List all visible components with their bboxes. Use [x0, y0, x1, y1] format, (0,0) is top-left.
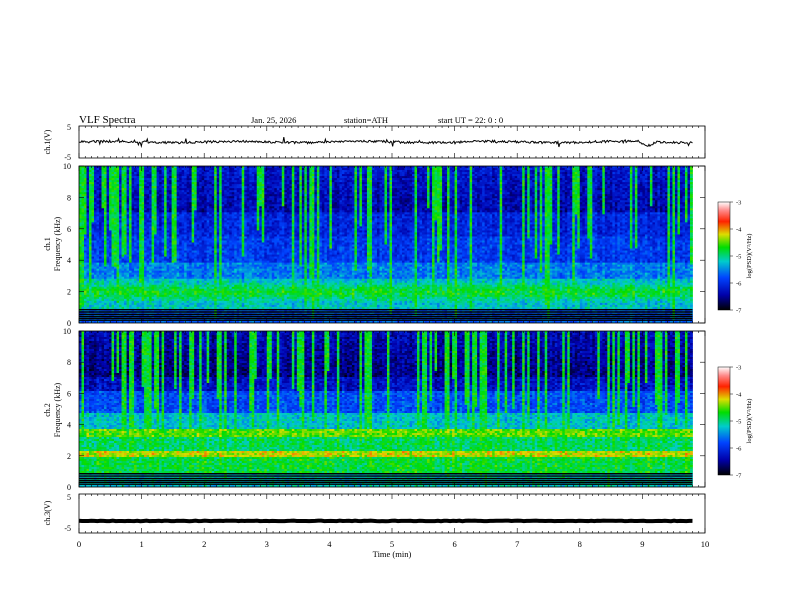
ch1-spectrogram-ticks — [78, 165, 706, 324]
ch2-colorbar-label: log(PSD)(V²/Hz) — [746, 399, 753, 444]
colorbar-tick-label: -4 — [736, 227, 742, 234]
colorbar-tick-label: -6 — [736, 281, 742, 288]
ch1-spec-label: ch.1 — [43, 237, 52, 251]
colorbar-tick-label: -5 — [736, 254, 741, 261]
ch1-colorbar-label: log(PSD)(V²/Hz) — [746, 234, 753, 279]
colorbar-tick-label: -7 — [736, 473, 742, 480]
time-tick-label: 0 — [77, 539, 81, 549]
date-label: Jan. 25, 2026 — [251, 115, 296, 125]
ch1-spectrogram-panel: 0 2 4 6 8 10 ch.1 Frequency (kHz) — [43, 162, 706, 328]
freq-tick-label: 4 — [67, 256, 71, 265]
ch1-waveform-line — [78, 136, 693, 149]
ch2-spectrogram-panel: 0 2 4 6 8 10 ch.2 Frequency (kHz) — [43, 327, 706, 492]
freq-tick-label: 6 — [67, 389, 71, 398]
colorbar-tick-label: -5 — [736, 419, 741, 426]
ch1-ylabel: ch.1(V) — [43, 129, 52, 154]
ch1-waveform-ticks — [78, 126, 706, 158]
time-tick-label: 2 — [202, 539, 206, 549]
colorbar-tick-label: -4 — [736, 392, 742, 399]
time-tick-label: 3 — [265, 539, 269, 549]
time-tick-label: 7 — [515, 539, 519, 549]
freq-tick-label: 8 — [67, 358, 71, 367]
colorbar-tick-label: -3 — [736, 200, 741, 207]
time-tick-label: 5 — [390, 539, 394, 549]
ch3-ylabel: ch.3(V) — [43, 500, 52, 525]
ch1-freq-tick-labels: 0 2 4 6 8 10 — [63, 162, 71, 328]
ch2-spec-label: ch.2 — [43, 403, 52, 417]
ch3-waveform-ticks — [78, 494, 706, 533]
ch1-freq-axis-label: Frequency (kHz) — [53, 216, 62, 271]
ch2-freq-axis-label: Frequency (kHz) — [53, 382, 62, 437]
ch3-ytick-top: 5 — [67, 493, 71, 502]
ch2-freq-tick-labels: 0 2 4 6 8 10 — [63, 327, 71, 492]
time-tick-label: 4 — [327, 539, 332, 549]
ch1-colorbar-gradient — [717, 201, 731, 311]
ch1-ytick-bottom: -5 — [64, 153, 71, 162]
time-tick-label: 9 — [640, 539, 644, 549]
start-time-label: start UT = 22: 0 : 0 — [438, 115, 503, 125]
ch1-colorbar: -3 -4 -5 -6 -7 log(PSD)(V²/Hz) — [717, 200, 753, 315]
freq-tick-label: 6 — [67, 225, 71, 234]
ch3-waveform-line — [78, 518, 693, 524]
freq-tick-label: 2 — [67, 288, 71, 297]
colorbar-tick-label: -6 — [736, 446, 742, 453]
freq-tick-label: 2 — [67, 452, 71, 461]
freq-tick-label: 10 — [63, 327, 71, 336]
ch3-waveform-panel: 5 -5 ch.3(V) 0 1 2 3 4 5 6 7 8 9 10 Time (min) — [43, 493, 709, 559]
ch2-colorbar-gradient — [717, 366, 731, 476]
time-tick-label: 6 — [452, 539, 456, 549]
colorbar-tick-label: -3 — [736, 365, 741, 372]
ch1-waveform-panel: 5 -5 ch.1(V) — [43, 123, 706, 162]
freq-tick-label: 4 — [67, 421, 71, 430]
ch1-spectrogram-image — [79, 166, 693, 323]
ch1-colorbar-ticks: -3 -4 -5 -6 -7 — [730, 200, 742, 315]
ch3-waveform-frame — [78, 493, 706, 534]
ch2-spectrogram-ticks — [78, 330, 706, 488]
freq-tick-label: 10 — [63, 162, 71, 171]
figure-title: VLF Spectra — [79, 114, 136, 126]
ch1-ytick-top: 5 — [67, 123, 71, 132]
station-label: station=ATH — [344, 115, 388, 125]
colorbar-tick-label: -7 — [736, 308, 742, 315]
freq-tick-label: 8 — [67, 193, 71, 202]
ch3-ytick-bottom: -5 — [64, 524, 71, 533]
freq-tick-label: 0 — [67, 483, 71, 492]
time-axis-tick-labels: 0 1 2 3 4 5 6 7 8 9 10 — [77, 539, 709, 549]
freq-tick-label: 0 — [67, 319, 71, 328]
ch2-spectrogram-image — [79, 331, 693, 487]
time-axis-label: Time (min) — [373, 549, 412, 559]
ch2-colorbar: -3 -4 -5 -6 -7 log(PSD)(V²/Hz) — [717, 365, 753, 480]
time-tick-label: 8 — [578, 539, 582, 549]
time-tick-label: 10 — [701, 539, 710, 549]
ch2-colorbar-ticks: -3 -4 -5 -6 -7 — [730, 365, 742, 480]
time-tick-label: 1 — [139, 539, 143, 549]
